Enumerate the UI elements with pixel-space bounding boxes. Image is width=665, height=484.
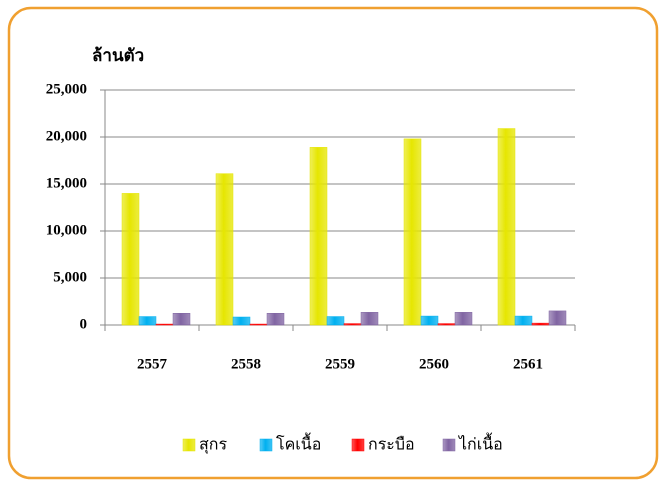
y-tick-label: 15,000 (46, 175, 87, 191)
x-tick-label: 2557 (137, 356, 168, 372)
y-tick-label: 5,000 (53, 269, 87, 285)
bar (420, 315, 439, 326)
bar (326, 316, 345, 326)
bar (309, 147, 328, 326)
bar (215, 173, 234, 326)
bar (249, 323, 268, 326)
legend-label: ไก่เนื้อ (457, 433, 503, 454)
legend-swatch (182, 438, 196, 452)
bar (360, 312, 379, 326)
legend-swatch (259, 438, 273, 452)
x-tick-label: 2558 (231, 356, 261, 372)
legend-label: กระบือ (368, 436, 415, 454)
x-tick-label: 2560 (419, 356, 449, 372)
bar (403, 138, 422, 326)
x-tick-label: 2561 (513, 356, 543, 372)
bar (343, 323, 362, 326)
bar (531, 322, 550, 326)
bar (232, 316, 251, 326)
legend-label: สุกร (199, 437, 227, 455)
legend-label: โคเนื้อ (276, 433, 321, 454)
frame (7, 6, 659, 480)
y-tick-label: 25,000 (46, 81, 87, 97)
bar (514, 315, 533, 326)
y-tick-label: 20,000 (46, 128, 87, 144)
bar (172, 313, 191, 326)
bar (497, 128, 516, 326)
bar (437, 323, 456, 326)
y-tick-label: 0 (80, 316, 88, 332)
x-tick-label: 2559 (325, 356, 355, 372)
bar (121, 193, 140, 326)
y-axis-label: ล้านตัว (92, 46, 144, 65)
bar (138, 316, 157, 326)
bar (548, 310, 567, 326)
bar (155, 323, 174, 326)
bar (266, 313, 285, 326)
y-tick-label: 10,000 (46, 222, 87, 238)
legend-swatch (351, 438, 365, 452)
legend-swatch (442, 438, 456, 452)
bar (454, 312, 473, 326)
